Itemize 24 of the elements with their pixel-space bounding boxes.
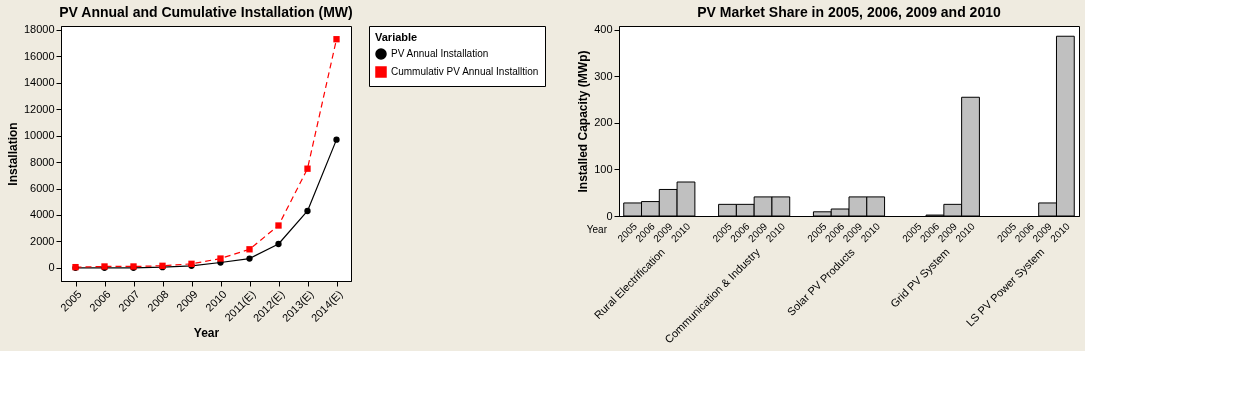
y-tick-label: 18000: [23, 23, 55, 36]
y-tick-label: 10000: [23, 129, 55, 142]
y-tick-label: 0: [48, 261, 55, 274]
x-axis-title: Year: [193, 325, 220, 340]
y-tick-label: 300: [594, 69, 613, 82]
y-tick-label: 200: [594, 116, 613, 129]
y-axis-title: Installed Capacity (MWp): [576, 50, 591, 193]
y-tick-label: 16000: [23, 49, 55, 62]
y-tick-label: 12000: [23, 102, 55, 115]
y-tick-label: 8000: [30, 155, 55, 168]
legend-label: Cummulativ PV Annual Installtion: [391, 66, 539, 77]
y-tick-label: 14000: [23, 76, 55, 89]
legend-title: Variable: [375, 31, 418, 43]
y-tick-label: 6000: [30, 182, 55, 195]
y-tick-label: 100: [594, 162, 613, 175]
y-tick-label: 4000: [30, 208, 55, 221]
y-axis-title: Installation: [5, 122, 20, 186]
y-tick-label: 0: [606, 209, 613, 222]
y-tick-label: 2000: [30, 234, 55, 247]
y-tick-label: 400: [594, 23, 613, 36]
chart-title: PV Annual and Cumulative Installation (MW): [59, 3, 353, 20]
text: Year: [586, 224, 608, 235]
legend-label: PV Annual Installation: [391, 48, 489, 59]
chart-title: PV Market Share in 2005, 2006, 2009 and 2010: [697, 3, 1001, 20]
